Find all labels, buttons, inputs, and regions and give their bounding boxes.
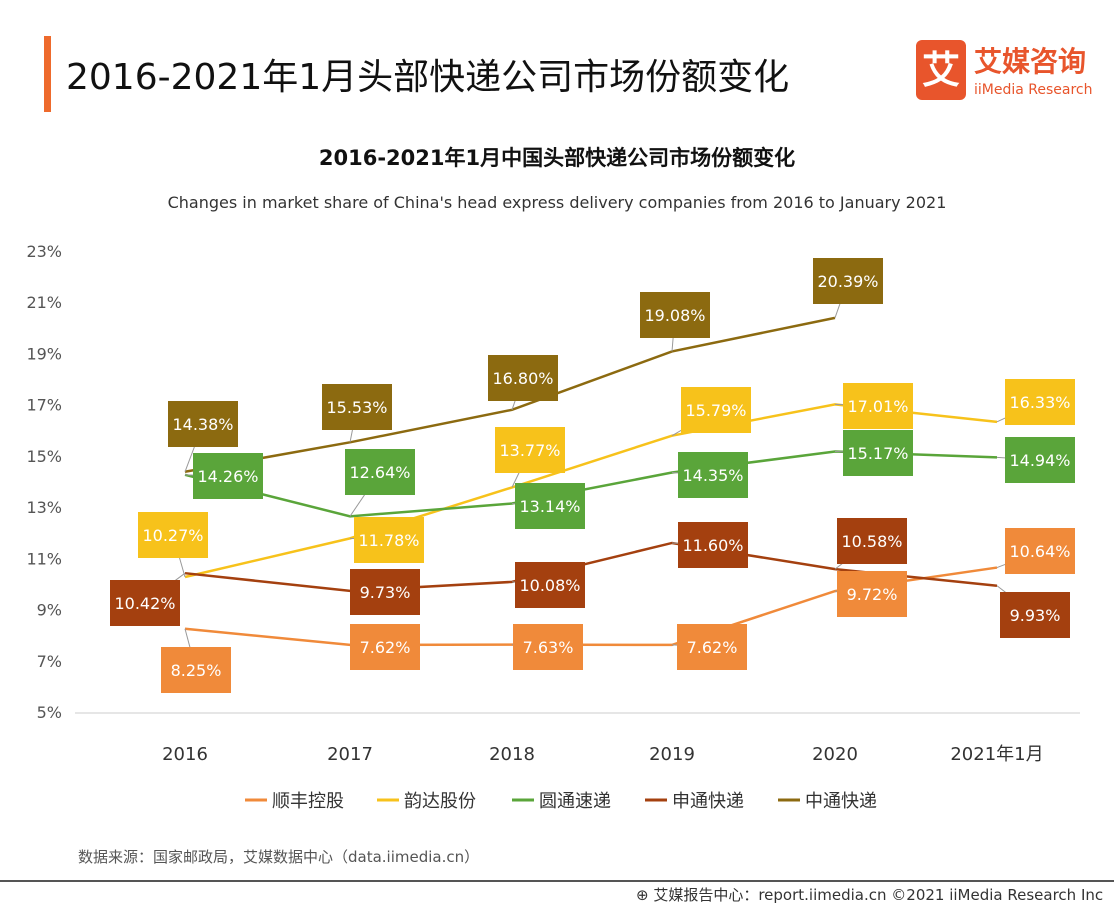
data-label-box [488,355,558,401]
iimedia-logo: 艾 艾媒咨询 iiMedia Research [916,40,1106,104]
data-label: 10.58% [841,532,902,551]
data-label: 11.60% [682,536,743,555]
data-label: 7.62% [360,638,411,657]
data-label: 15.79% [685,401,746,420]
data-label: 14.38% [172,415,233,434]
data-label: 10.42% [114,594,175,613]
data-label-box [843,383,913,429]
y-tick-label: 15% [26,447,62,466]
footer-divider [0,880,1114,882]
data-label: 13.77% [499,441,560,460]
data-label-box [513,624,583,670]
data-source: 数据来源：国家邮政局，艾媒数据中心（data.iimedia.cn） [78,848,480,866]
data-label-box [354,517,424,563]
legend-label: 顺丰控股 [272,791,344,812]
logo-text-cn: 艾媒咨询 [974,45,1087,78]
legend-label: 韵达股份 [404,791,476,812]
y-tick-label: 7% [37,652,62,671]
series-line-4 [184,316,836,473]
data-label-box [193,453,263,499]
data-label-box [837,518,907,564]
x-tick-label: 2016 [162,744,208,765]
y-tick-label: 13% [26,498,62,517]
data-label: 7.63% [523,638,574,657]
data-label-box [677,624,747,670]
page-title: 2016-2021年1月头部快递公司市场份额变化 [66,57,790,98]
data-label-box [640,292,710,338]
data-label: 9.73% [360,583,411,602]
data-label-box [678,522,748,568]
data-label-box [350,624,420,670]
legend-label: 申通快递 [672,791,744,812]
globe-icon: ⊕ [636,886,654,904]
data-label-box [843,430,913,476]
x-tick-label: 2020 [812,744,858,765]
y-tick-label: 5% [37,703,62,722]
data-label: 14.94% [1009,451,1070,470]
line-chart: 2016-2021年1月中国头部快递公司市场份额变化 Changes in ma… [26,146,1080,812]
data-label: 19.08% [644,306,705,325]
data-label-box [681,387,751,433]
title-accent-bar [44,36,51,112]
data-label: 11.78% [358,531,419,550]
footer-credit-text: 艾媒报告中心：report.iimedia.cn ©2021 iiMedia R… [653,886,1104,904]
data-label-box [1005,379,1075,425]
data-label: 13.14% [519,497,580,516]
data-label: 10.08% [519,576,580,595]
data-label: 7.62% [687,638,738,657]
y-tick-label: 21% [26,293,62,312]
data-label: 9.72% [847,585,898,604]
data-label: 20.39% [817,272,878,291]
chart-subtitle: Changes in market share of China's head … [168,193,947,212]
chart-title: 2016-2021年1月中国头部快递公司市场份额变化 [319,146,795,170]
data-label: 8.25% [171,661,222,680]
data-label-box [1005,528,1075,574]
data-label-box [1000,592,1070,638]
x-tick-label: 2017 [327,744,373,765]
data-label-box [678,452,748,498]
data-label-box [1005,437,1075,483]
x-tick-label: 2018 [489,744,535,765]
legend-label: 中通快递 [805,791,877,812]
data-label: 17.01% [847,397,908,416]
data-label: 15.53% [326,398,387,417]
y-tick-label: 17% [26,396,62,415]
x-tick-label: 2019 [649,744,695,765]
data-label: 9.93% [1010,606,1061,625]
x-tick-label: 2021年1月 [950,744,1043,765]
legend-label: 圆通速递 [539,791,611,812]
data-label-box [138,512,208,558]
y-tick-label: 23% [26,242,62,261]
data-label-box [837,571,907,617]
logo-text-en: iiMedia Research [974,82,1093,98]
data-label: 14.35% [682,466,743,485]
data-label: 15.17% [847,444,908,463]
data-label: 14.26% [197,467,258,486]
data-label: 16.80% [492,369,553,388]
data-label-box [345,449,415,495]
y-tick-label: 11% [26,549,62,568]
data-label: 12.64% [349,463,410,482]
data-label-box [350,569,420,615]
y-tick-label: 9% [37,601,62,620]
logo-mark: 艾 [916,40,966,100]
data-label-box [515,483,585,529]
y-tick-label: 19% [26,344,62,363]
data-label-box [322,384,392,430]
data-label-box [110,580,180,626]
data-label-box [168,401,238,447]
data-label: 10.27% [142,526,203,545]
data-label: 10.64% [1009,542,1070,561]
data-label-box [495,427,565,473]
data-label: 16.33% [1009,393,1070,412]
data-label-box [813,258,883,304]
data-label-box [161,647,231,693]
footer-credit[interactable]: ⊕ 艾媒报告中心：report.iimedia.cn ©2021 iiMedia… [636,884,1103,905]
data-label-box [515,562,585,608]
